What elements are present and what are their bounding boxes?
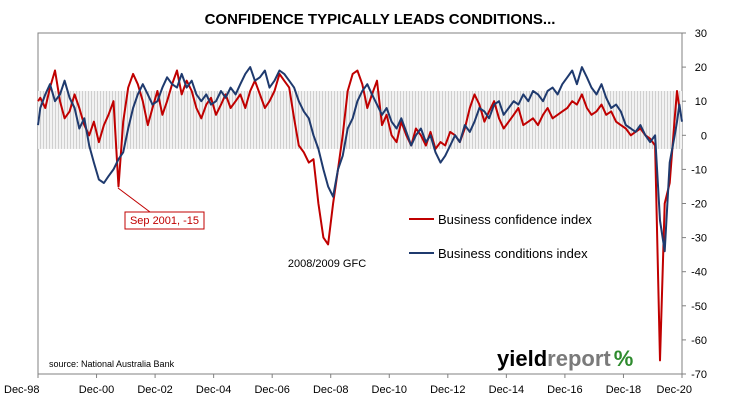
y-tick-label: -10 (691, 164, 707, 176)
x-tick-label: Dec-98 (4, 384, 39, 396)
gfc-annotation: 2008/2009 GFC (288, 258, 366, 270)
callout-text: Sep 2001, -15 (130, 215, 199, 227)
y-tick-label: -30 (691, 233, 707, 245)
logo-part-percent: % (614, 346, 634, 371)
yieldreport-logo: yieldreport% (497, 346, 633, 371)
y-tick-label: -20 (691, 199, 707, 211)
callout-sep-2001: Sep 2001, -15 (117, 187, 205, 230)
y-tick-label: 20 (695, 62, 707, 74)
y-tick-label: 0 (701, 130, 707, 142)
x-tick-label: Dec-06 (254, 384, 289, 396)
x-tick-label: Dec-12 (430, 384, 465, 396)
shaded-band (38, 90, 682, 149)
series-line-confidence (37, 69, 681, 362)
x-tick-label: Dec-04 (196, 384, 231, 396)
x-tick-label: Dec-16 (547, 384, 582, 396)
y-tick-label: -50 (691, 301, 707, 313)
legend: Business confidence index Business condi… (409, 212, 592, 261)
y-axis: 30 20 10 0 -10 -20 -30 -40 -50 -60 -70 (682, 28, 707, 381)
x-tick-label: Dec-18 (606, 384, 641, 396)
logo-part-report: report (547, 346, 611, 371)
y-tick-label: -60 (691, 335, 707, 347)
logo-part-yield: yield (497, 346, 547, 371)
x-tick-label: Dec-08 (313, 384, 348, 396)
series-layer (37, 66, 683, 362)
x-axis: Dec-98 Dec-00 Dec-02 Dec-04 Dec-06 Dec-08 Dec-… (4, 374, 692, 396)
y-tick-label: -70 (691, 369, 707, 381)
legend-label-confidence: Business confidence index (438, 212, 592, 227)
callout-leader (117, 187, 151, 213)
callout-box (124, 211, 205, 230)
source-note: source: National Australia Bank (49, 359, 175, 369)
x-tick-label: Dec-02 (137, 384, 172, 396)
x-tick-label: Dec-20 (657, 384, 692, 396)
x-tick-label: Dec-14 (489, 384, 524, 396)
legend-label-conditions: Business conditions index (438, 246, 588, 261)
y-tick-label: 30 (695, 28, 707, 40)
plot-frame (37, 32, 683, 375)
x-tick-label: Dec-10 (372, 384, 407, 396)
x-tick-label: Dec-00 (79, 384, 114, 396)
chart-title: CONFIDENCE TYPICALLY LEADS CONDITIONS... (205, 11, 556, 28)
series-line-conditions (37, 66, 683, 253)
y-tick-label: 10 (695, 96, 707, 108)
y-tick-label: -40 (691, 267, 707, 279)
